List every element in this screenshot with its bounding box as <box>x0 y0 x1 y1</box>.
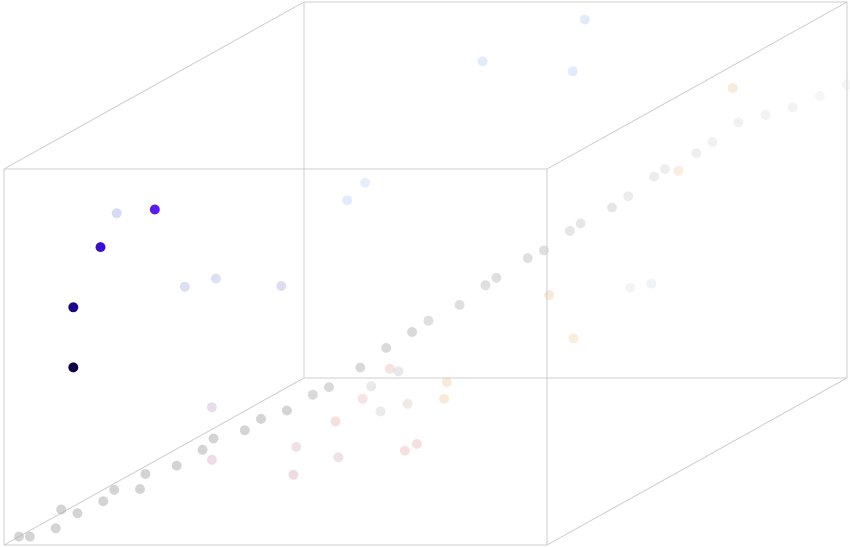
data-point-48 <box>256 413 266 424</box>
data-point-31 <box>393 366 404 377</box>
data-point-61 <box>564 225 575 236</box>
data-point-34 <box>625 282 636 293</box>
data-point-14 <box>673 165 684 176</box>
data-point-9 <box>360 177 371 188</box>
data-point-37 <box>50 523 61 534</box>
data-point-22 <box>411 438 422 449</box>
data-point-47 <box>239 425 250 436</box>
data-point-62 <box>575 218 586 229</box>
data-point-65 <box>649 171 660 182</box>
data-point-4 <box>111 208 122 219</box>
data-point-36 <box>24 531 35 542</box>
data-point-58 <box>491 272 502 283</box>
data-point-44 <box>171 460 182 471</box>
data-point-63 <box>607 202 617 213</box>
box-front-edges <box>3 168 548 546</box>
data-point-51 <box>324 382 334 393</box>
data-point-30 <box>375 406 386 417</box>
data-point-15 <box>544 290 555 301</box>
data-point-29 <box>402 398 413 409</box>
data-point-10 <box>477 56 488 67</box>
box-edge-depth-top-left <box>3 1 305 170</box>
data-point-25 <box>291 441 302 452</box>
data-point-27 <box>206 454 217 465</box>
data-point-5 <box>211 273 221 284</box>
data-point-35 <box>14 531 24 542</box>
data-point-73 <box>842 79 850 90</box>
data-point-2 <box>95 242 106 253</box>
data-point-70 <box>760 109 771 120</box>
data-point-67 <box>691 148 702 159</box>
data-point-33 <box>646 278 657 289</box>
data-point-45 <box>197 444 208 455</box>
data-point-18 <box>439 393 450 404</box>
data-point-55 <box>423 315 434 326</box>
data-point-49 <box>281 405 292 416</box>
data-point-54 <box>407 327 418 337</box>
data-point-0 <box>68 362 79 373</box>
data-point-12 <box>567 66 578 77</box>
data-point-69 <box>733 117 744 128</box>
box-edge-depth-bottom-right <box>546 377 848 546</box>
data-point-72 <box>814 91 825 101</box>
data-point-20 <box>357 393 368 404</box>
data-point-56 <box>454 299 465 310</box>
data-point-60 <box>538 245 549 256</box>
box-back-edges <box>3 1 848 546</box>
box-edge-depth-bottom-left <box>3 377 305 546</box>
data-point-40 <box>98 496 109 507</box>
data-point-59 <box>522 253 533 264</box>
data-point-32 <box>366 381 377 392</box>
data-point-23 <box>399 445 410 456</box>
data-point-8 <box>342 195 353 206</box>
data-point-43 <box>140 469 151 479</box>
data-point-28 <box>206 402 217 413</box>
data-point-46 <box>208 433 219 444</box>
data-point-7 <box>276 281 287 291</box>
data-point-39 <box>72 508 83 519</box>
data-point-50 <box>307 389 318 400</box>
data-point-24 <box>288 469 299 480</box>
data-point-21 <box>330 416 341 427</box>
points-layer <box>14 14 850 542</box>
data-point-1 <box>68 302 79 313</box>
data-point-41 <box>109 484 120 495</box>
data-point-57 <box>480 280 491 291</box>
data-point-53 <box>381 342 392 353</box>
data-point-19 <box>384 363 395 374</box>
data-point-71 <box>787 102 798 113</box>
data-point-11 <box>579 14 590 25</box>
data-point-38 <box>56 504 67 515</box>
data-point-26 <box>333 452 344 463</box>
data-point-6 <box>179 281 190 292</box>
data-point-13 <box>727 83 738 93</box>
data-point-68 <box>707 137 718 147</box>
data-point-66 <box>660 164 670 175</box>
data-point-42 <box>135 484 145 494</box>
data-point-52 <box>355 362 366 373</box>
data-point-3 <box>149 204 160 215</box>
data-point-17 <box>441 377 452 388</box>
data-point-16 <box>568 333 579 344</box>
data-point-64 <box>623 191 634 202</box>
box-edge-depth-top-right <box>546 1 848 170</box>
